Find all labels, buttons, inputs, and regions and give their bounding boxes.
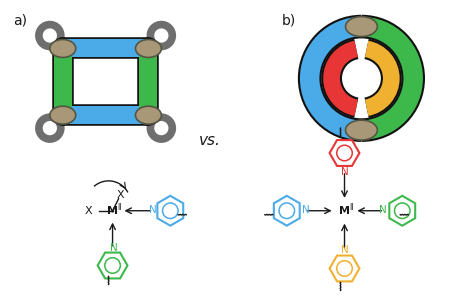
Ellipse shape [50,39,76,57]
Text: N: N [302,205,310,215]
Text: a): a) [13,14,27,28]
Text: X: X [117,190,124,200]
Text: N: N [148,205,156,215]
Text: vs.: vs. [199,132,221,148]
Text: N: N [341,167,348,177]
Text: M: M [107,206,118,216]
Text: X: X [85,206,92,216]
Ellipse shape [346,120,377,140]
Text: N: N [109,243,118,253]
Ellipse shape [136,106,161,124]
Text: M: M [339,206,350,216]
Text: II: II [118,203,122,212]
Ellipse shape [136,39,161,57]
Text: N: N [380,205,387,215]
Text: N: N [341,245,348,255]
Text: b): b) [282,14,296,28]
Text: II: II [349,203,354,212]
Ellipse shape [346,17,377,37]
Ellipse shape [50,106,76,124]
